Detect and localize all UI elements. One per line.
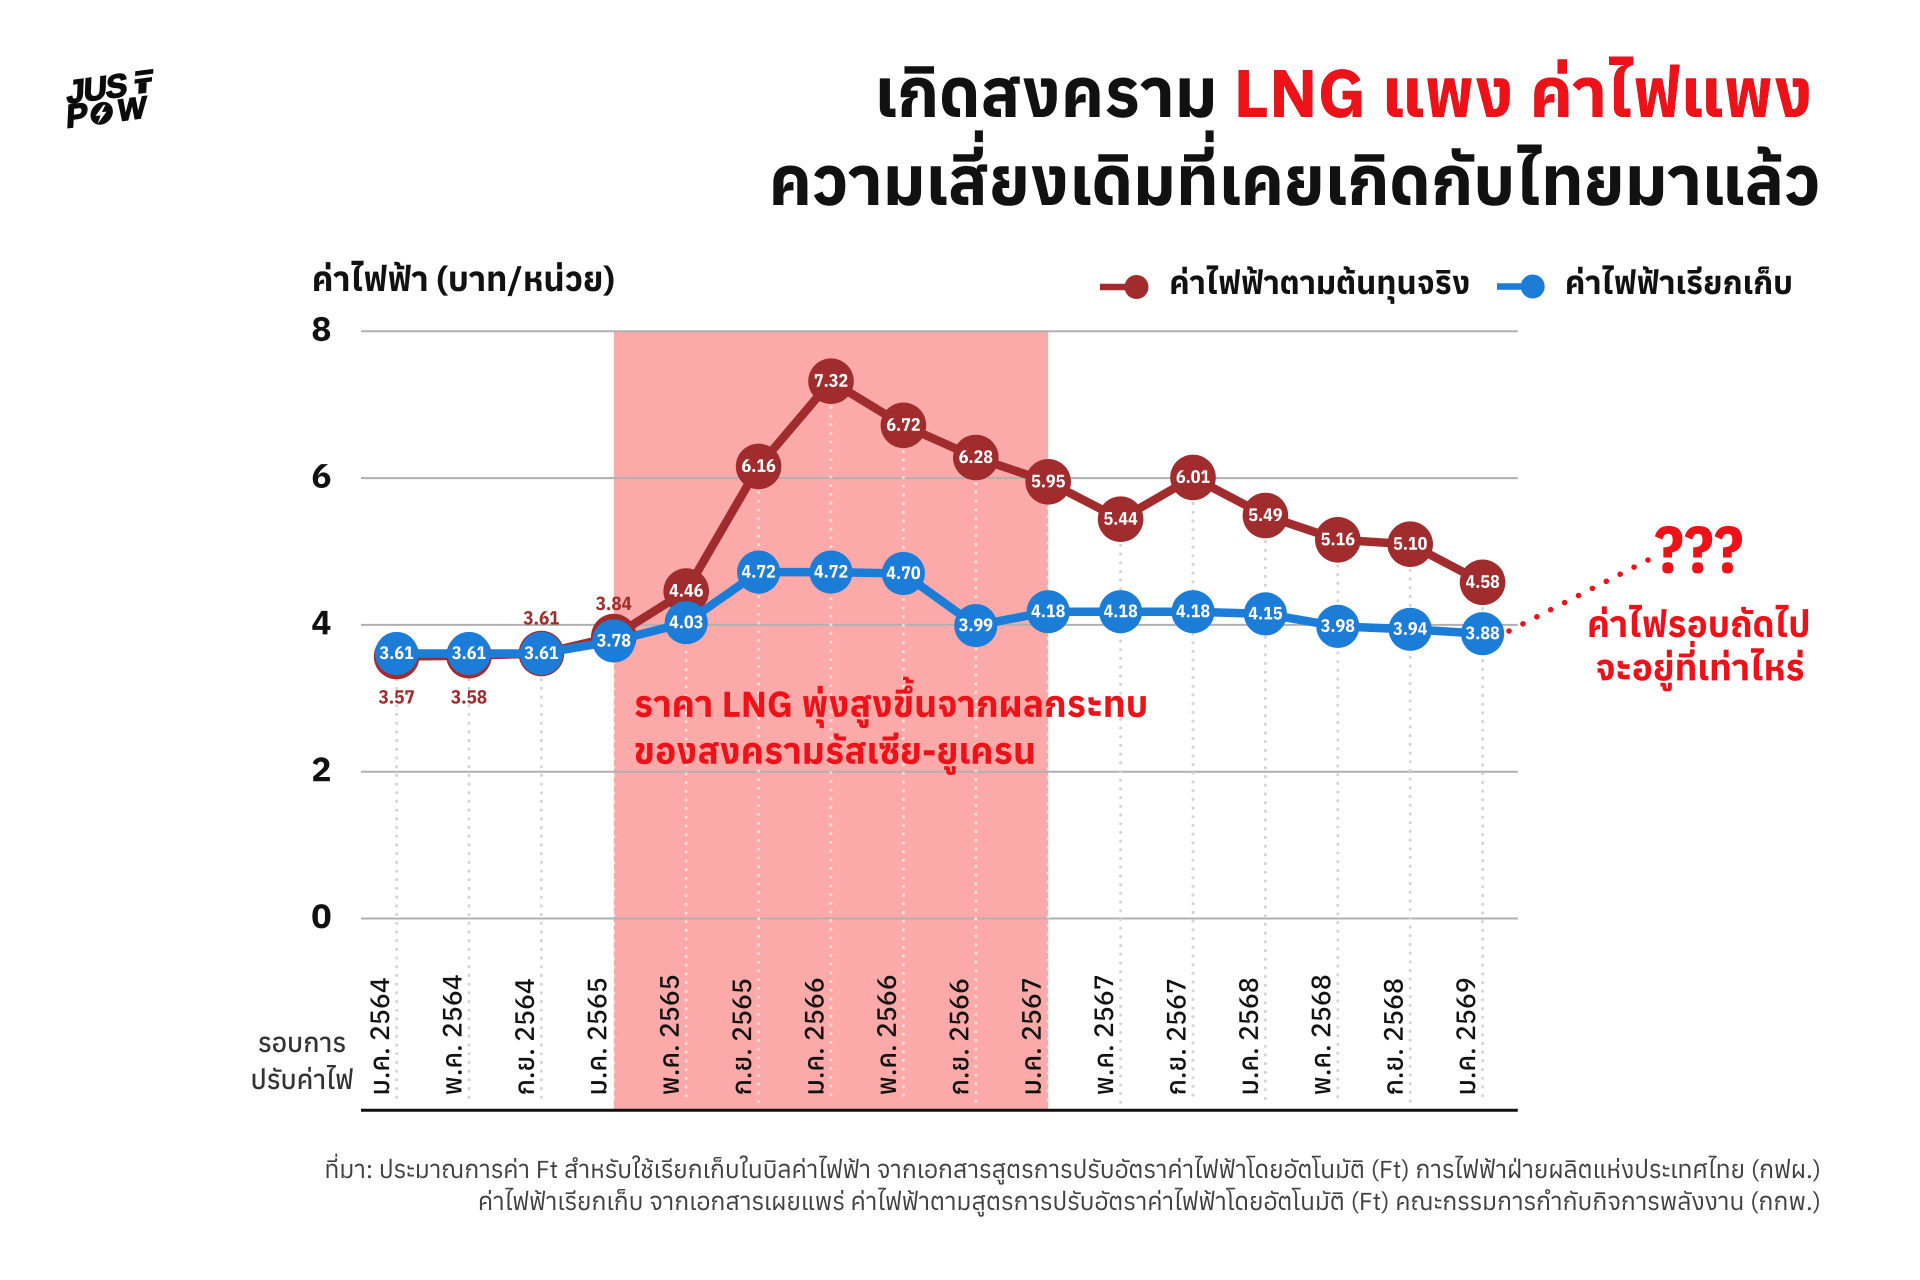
svg-text:JUS: JUS bbox=[66, 66, 127, 111]
svg-text:P: P bbox=[66, 95, 88, 135]
svg-text:W: W bbox=[117, 89, 147, 128]
